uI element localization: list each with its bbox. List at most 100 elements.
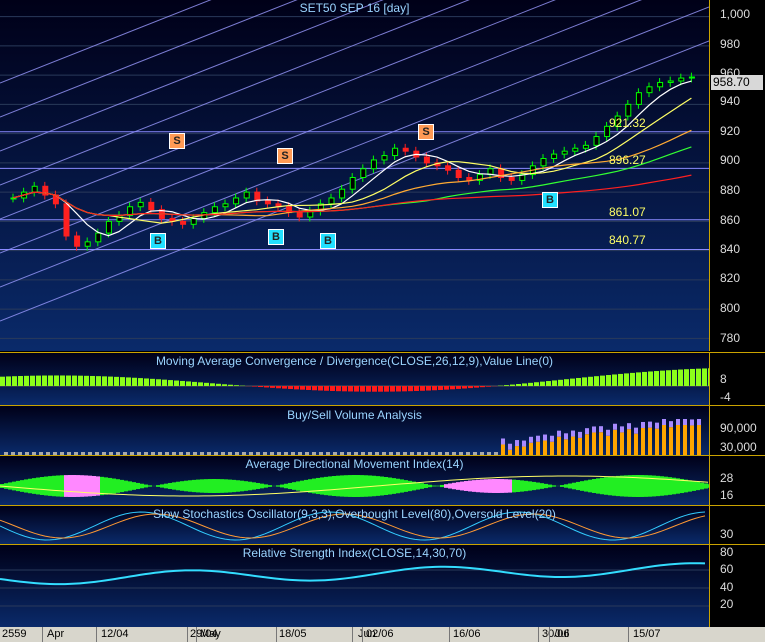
macd-bar [432,386,437,390]
volume-bar [627,423,631,429]
volume-bar [648,422,652,428]
macd-bar [612,374,617,386]
adx-bar [76,475,80,497]
macd-bar [234,385,239,386]
adx-bar [492,479,496,493]
adx-pane[interactable]: Average Directional Movement Index(14) [0,455,709,505]
macd-bar [576,378,581,386]
macd-bar [168,380,173,386]
adx-bar [300,481,304,492]
adx-bar [528,481,532,490]
volume-bar [515,440,519,446]
rsi-title: Relative Strength Index(CLOSE,14,30,70) [0,546,709,560]
adx-bar [460,482,464,491]
adx-bar [316,478,320,494]
volume-bar [683,425,687,455]
macd-bar [408,386,413,391]
macd-bar [60,375,65,386]
adx-bar [36,478,40,495]
adx-bar [16,481,20,491]
candle-body [361,169,366,178]
adx-bar [456,482,460,490]
stoch-axis: 30 [709,505,765,544]
date-separator [276,627,277,642]
volume-bar [613,430,617,455]
adx-bar [488,479,492,493]
macd-bar [450,386,455,389]
macd-bar [30,376,35,386]
date-separator [96,627,97,642]
macd-bar [324,386,329,391]
buy-signal-1[interactable]: B [150,233,166,249]
adx-bar [596,478,600,493]
volume-bar [543,435,547,441]
adx-bar [588,480,592,493]
sell-signal-3[interactable]: S [418,124,434,140]
adx-bar [360,475,364,497]
stoch-pane[interactable]: Slow Stochastics Oscillator(9,3,3),Overb… [0,505,709,544]
date-axis[interactable]: 2559 Apr 12/04 29/04 May 18/05 Jun 02/06… [0,627,765,642]
macd-bar [96,376,101,386]
candle-body [424,157,429,163]
macd-bar [0,377,5,386]
adx-bar [612,476,616,495]
adx-bar [620,476,624,497]
adx-bar [260,484,264,489]
macd-bar [228,385,233,386]
candle-body [658,82,663,86]
candle-body [573,148,578,151]
volume-bar [669,427,673,455]
trend-channel-line [0,0,709,185]
macd-bar [102,376,107,386]
candle-body [393,148,398,155]
candle-body [594,137,599,146]
macd-bar [348,386,353,391]
date-separator [449,627,450,642]
volume-bar [592,432,596,455]
macd-bar [78,376,83,386]
date-separator [628,627,629,642]
macd-bar [342,386,347,391]
macd-bar [702,368,707,386]
macd-bar [696,369,701,386]
macd-bar [690,369,695,386]
candle-body [509,178,514,181]
price-pane[interactable]: SET50 SEP 16 [day] 921.32 896.27 861.07 … [0,0,709,351]
adx-bar [264,484,268,487]
macd-bar [366,386,371,392]
volume-pane[interactable]: Buy/Sell Volume Analysis [0,405,709,455]
macd-bar [300,386,305,390]
volume-bar [634,428,638,434]
volume-bar [571,431,575,437]
adx-bar [320,477,324,494]
date-label: 12/04 [101,628,129,640]
sell-signal-1[interactable]: S [169,133,185,149]
sell-signal-2[interactable]: S [277,148,293,164]
adx-bar [220,479,224,493]
ma-line [13,98,691,223]
adx-bar [520,480,524,491]
macd-bar [66,376,71,386]
adx-bar [236,480,240,492]
macd-pane[interactable]: Moving Average Convergence / Divergence(… [0,352,709,405]
macd-tick: 8 [720,373,727,385]
macd-bar [648,371,653,386]
adx-bar [536,483,540,490]
adx-bar [184,481,188,492]
buy-signal-3[interactable]: B [320,233,336,249]
rsi-pane[interactable]: Relative Strength Index(CLOSE,14,30,70) [0,544,709,628]
adx-bar [392,478,396,494]
macd-bar [126,377,131,386]
rsi-line [0,563,705,584]
adx-bar [408,481,412,491]
adx-bar [396,479,400,494]
volume-bar [522,447,526,455]
price-axis[interactable]: 1,000 980 960 940 920 900 880 860 840 82… [709,0,765,351]
buy-signal-2[interactable]: B [268,229,284,245]
adx-bar [540,483,544,489]
candle-body [541,158,546,165]
buy-signal-4[interactable]: B [542,192,558,208]
candle-body [96,233,101,242]
volume-bar [501,438,505,444]
adx-bar [356,475,360,497]
